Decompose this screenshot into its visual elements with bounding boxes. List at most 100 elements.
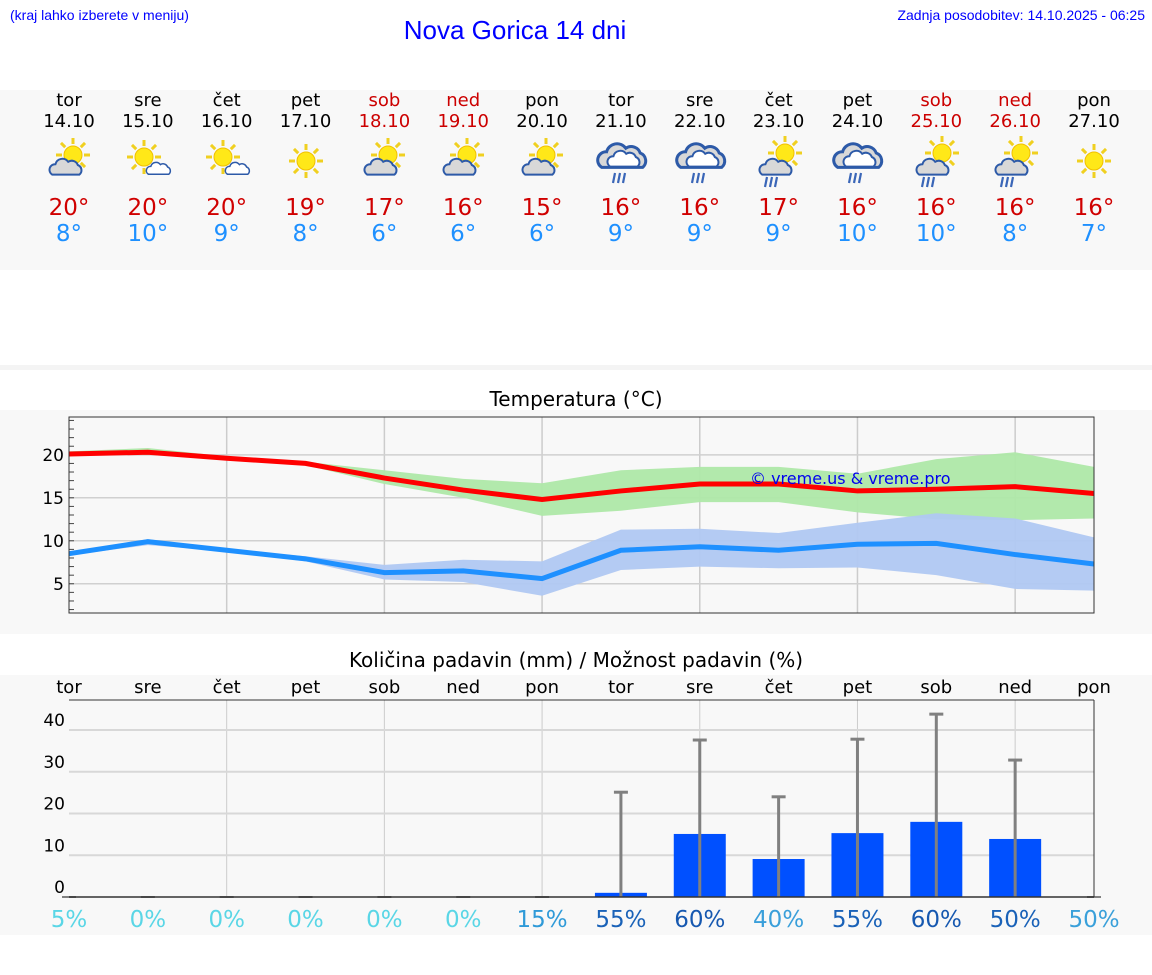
max-temperature: 16° bbox=[837, 195, 878, 221]
day-date: 27.10 bbox=[1068, 111, 1120, 132]
temperature-chart-svg: 5 10 15 20 © vreme.us & vreme.pro bbox=[42, 416, 1095, 614]
sun-small-cloud-icon bbox=[187, 133, 267, 193]
day-column: pet 24.10 16° 10° bbox=[817, 90, 897, 248]
day-name: pon bbox=[525, 90, 559, 111]
x-category-label: sre bbox=[134, 677, 161, 698]
max-temperature: 17° bbox=[363, 195, 405, 221]
day-column: sob 25.10 16° 10° bbox=[896, 90, 976, 248]
x-category-label: sob bbox=[920, 677, 952, 698]
sun-cloud-rain-icon bbox=[896, 133, 976, 193]
min-temperature-line bbox=[68, 539, 1095, 582]
sun-icon bbox=[1054, 133, 1134, 193]
plot-frame bbox=[68, 416, 1095, 614]
min-temperature: 8° bbox=[1002, 221, 1029, 247]
y-tick-label: 0 bbox=[54, 878, 65, 898]
sun-cloud-rain-icon bbox=[975, 133, 1055, 193]
page-title: Nova Gorica 14 dni bbox=[403, 15, 627, 45]
partly-cloudy-icon bbox=[502, 133, 582, 193]
watermark: © vreme.us & vreme.pro bbox=[750, 469, 951, 488]
y-tick-label: 30 bbox=[43, 753, 65, 773]
min-temperature: 9° bbox=[607, 221, 634, 247]
y-tick-label: 20 bbox=[42, 446, 64, 466]
y-tick-label: 10 bbox=[42, 532, 64, 552]
max-temperature: 17° bbox=[758, 195, 799, 221]
x-category-label: pon bbox=[525, 677, 559, 698]
y-tick-label: 15 bbox=[42, 489, 64, 509]
day-date: 14.10 bbox=[43, 111, 95, 132]
day-column: čet 16.10 20° 9° bbox=[187, 90, 267, 248]
cloud-rain-icon bbox=[660, 133, 740, 193]
partly-cloudy-icon bbox=[344, 133, 424, 193]
precipitation-chart-svg: tor sre čet pet sob ned pon tor sre čet pet sob ned p… bbox=[43, 677, 1119, 933]
temperature-chart-title: Temperatura (°C) bbox=[489, 387, 663, 411]
min-temperature: 10° bbox=[837, 221, 878, 247]
day-date: 24.10 bbox=[831, 111, 884, 132]
day-column: ned 26.10 16° 8° bbox=[975, 90, 1055, 248]
max-temperature: 20° bbox=[127, 195, 169, 221]
precip-probability: 55% bbox=[832, 907, 883, 933]
cloud-rain-icon bbox=[581, 133, 661, 193]
x-category-label: sre bbox=[686, 677, 713, 698]
x-category-label: sob bbox=[368, 677, 400, 698]
precip-probability: 0% bbox=[366, 907, 403, 933]
day-name: čet bbox=[764, 90, 793, 111]
day-date: 20.10 bbox=[516, 111, 568, 132]
y-tick-label: 10 bbox=[43, 836, 65, 856]
precip-probability: 55% bbox=[595, 907, 646, 933]
day-date: 22.10 bbox=[674, 111, 726, 132]
day-name: sob bbox=[920, 90, 953, 111]
day-name: pon bbox=[1077, 90, 1111, 111]
max-temperature: 16° bbox=[1073, 195, 1115, 221]
max-temperature: 15° bbox=[521, 195, 563, 221]
x-category-label: ned bbox=[998, 677, 1032, 698]
precip-probability: 0% bbox=[287, 907, 324, 933]
y-tick-label: 5 bbox=[53, 575, 64, 595]
x-category-label: ned bbox=[446, 677, 480, 698]
min-temperature: 6° bbox=[450, 221, 477, 247]
max-temperature: 16° bbox=[600, 195, 642, 221]
sun-icon bbox=[266, 133, 346, 193]
day-column: ned 19.10 16° 6° bbox=[423, 90, 503, 248]
max-temperature-line bbox=[68, 449, 1095, 503]
x-category-label: tor bbox=[608, 677, 634, 698]
sun-cloud-rain-icon bbox=[739, 133, 819, 193]
day-name: pet bbox=[842, 90, 873, 111]
sun-small-cloud-icon bbox=[108, 133, 188, 193]
day-column: sre 22.10 16° 9° bbox=[660, 90, 740, 248]
temperature-chart: 5 10 15 20 © vreme.us & vreme.pro bbox=[0, 410, 1152, 634]
min-temperature-band bbox=[69, 513, 1094, 596]
min-temperature: 8° bbox=[55, 221, 83, 247]
min-temperature: 6° bbox=[528, 221, 556, 247]
x-category-label: pet bbox=[291, 677, 321, 698]
day-date: 21.10 bbox=[595, 111, 647, 132]
x-category-label: pon bbox=[1077, 677, 1111, 698]
day-name: tor bbox=[56, 90, 82, 111]
x-category-label: pet bbox=[843, 677, 873, 698]
location-hint: (kraj lahko izberete v meniju) bbox=[10, 7, 189, 23]
precip-probability: 15% bbox=[517, 907, 568, 933]
day-column: tor 14.10 20° 8° bbox=[29, 90, 109, 248]
y-tick-label: 20 bbox=[43, 795, 65, 815]
x-category-label: čet bbox=[213, 677, 241, 698]
day-column: sre 15.10 20° 10° bbox=[108, 90, 188, 248]
min-temperature: 6° bbox=[371, 221, 398, 247]
x-category-label: čet bbox=[765, 677, 793, 698]
day-date: 17.10 bbox=[279, 111, 332, 132]
precipitation-chart-title: Količina padavin (mm) / Možnost padavin … bbox=[348, 648, 804, 672]
cloud-rain-icon bbox=[817, 133, 897, 193]
y-tick-label: 40 bbox=[43, 711, 65, 731]
partly-cloudy-icon bbox=[423, 133, 503, 193]
day-name: ned bbox=[446, 90, 481, 111]
partly-cloudy-icon bbox=[29, 133, 109, 193]
max-temperature: 16° bbox=[442, 195, 484, 221]
max-temperature: 16° bbox=[994, 195, 1036, 221]
day-name: sob bbox=[368, 90, 401, 111]
max-temperature: 19° bbox=[285, 195, 326, 221]
precip-probability: 40% bbox=[753, 907, 804, 933]
precipitation-chart: tor sre čet pet sob ned pon tor sre čet pet sob ned p… bbox=[0, 675, 1152, 935]
precip-probability: 5% bbox=[51, 907, 88, 933]
day-date: 25.10 bbox=[910, 111, 963, 132]
precip-probability: 50% bbox=[990, 907, 1041, 933]
day-date: 19.10 bbox=[437, 111, 489, 132]
day-column: čet 23.10 17° 9° bbox=[739, 90, 819, 248]
